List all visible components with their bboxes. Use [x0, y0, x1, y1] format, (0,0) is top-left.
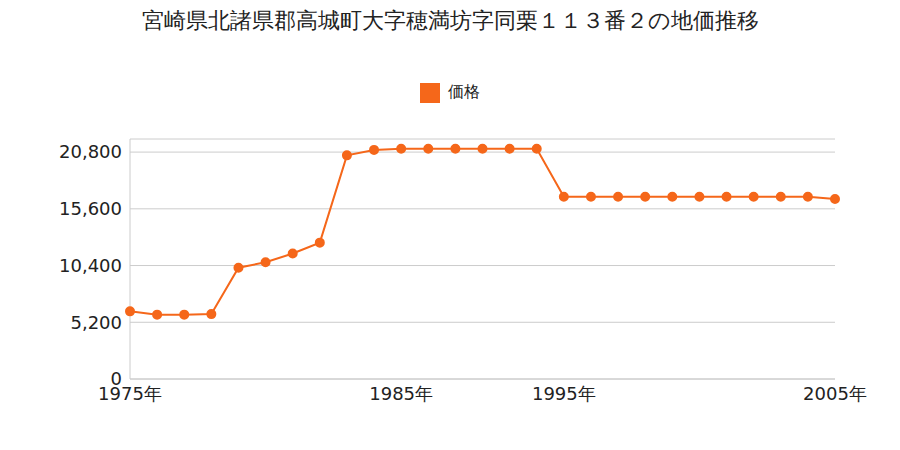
- svg-text:0: 0: [111, 368, 122, 389]
- svg-text:1975年: 1975年: [98, 383, 162, 404]
- svg-text:15,600: 15,600: [59, 198, 122, 219]
- svg-text:1995年: 1995年: [532, 383, 596, 404]
- svg-text:1985年: 1985年: [369, 383, 433, 404]
- html-text:宮崎県北諸県郡高城町大字穂満坊字同栗１１３番２の地価推移: 宮崎県北諸県郡高城町大字穂満坊字同栗１１３番２の地価推移: [141, 8, 759, 33]
- svg-text:10,400: 10,400: [59, 255, 122, 276]
- svg-text:5,200: 5,200: [70, 312, 122, 333]
- svg-text:2005年: 2005年: [803, 383, 867, 404]
- html-text:価格: 価格: [448, 82, 480, 101]
- svg-text:20,800: 20,800: [59, 141, 122, 162]
